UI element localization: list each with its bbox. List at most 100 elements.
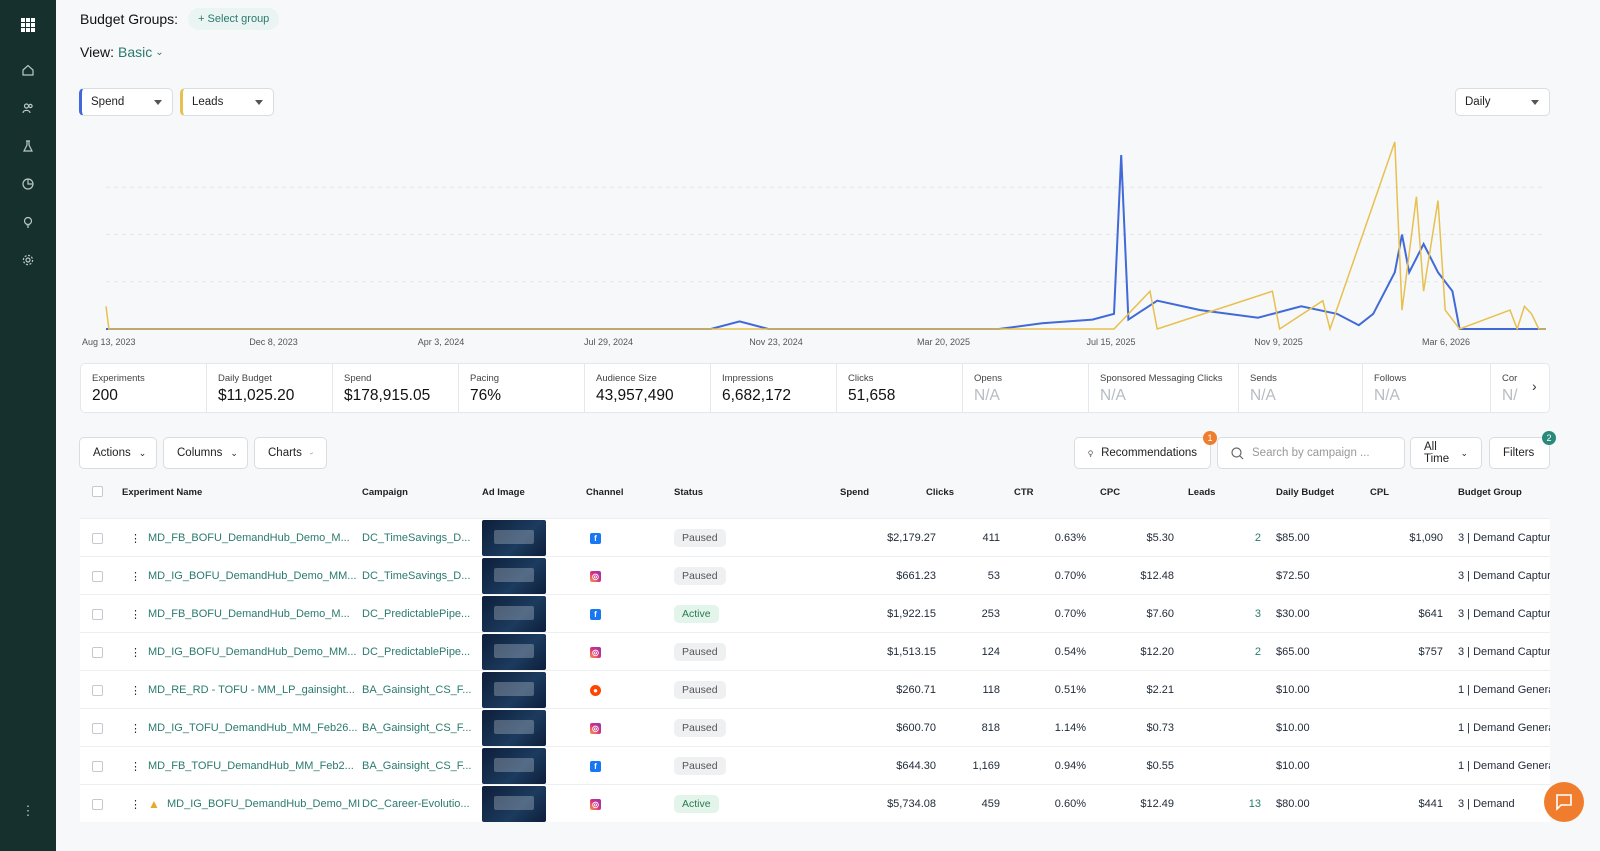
column-header[interactable]: Ad Image	[482, 487, 525, 498]
row-menu-icon[interactable]: ⋮	[130, 760, 140, 773]
column-header[interactable]: CPL	[1370, 487, 1389, 498]
column-header[interactable]: Campaign	[362, 487, 408, 498]
row-checkbox[interactable]	[92, 532, 103, 544]
experiment-name[interactable]: MD_IG_BOFU_DemandHub_Demo_MM...	[148, 646, 357, 658]
experiment-name[interactable]: MD_RE_RD - TOFU - MM_LP_gainsight...	[148, 684, 355, 696]
row-menu-icon[interactable]: ⋮	[130, 684, 140, 697]
row-checkbox[interactable]	[92, 798, 103, 810]
campaign-name[interactable]: DC_TimeSavings_D...	[362, 570, 471, 582]
ad-thumbnail[interactable]	[482, 748, 546, 784]
cell-leads[interactable]: 2	[1254, 646, 1261, 658]
ad-image[interactable]	[482, 747, 552, 785]
campaign-name[interactable]: BA_Gainsight_CS_F...	[362, 722, 472, 734]
table-row[interactable]: ⋮ MD_IG_BOFU_DemandHub_Demo_MM... DC_TimeS…	[80, 556, 1550, 594]
campaign-name[interactable]: BA_Gainsight_CS_F...	[362, 684, 472, 696]
charts-button[interactable]: Charts	[254, 437, 327, 469]
table-row[interactable]: ⋮ MD_FB_BOFU_DemandHub_Demo_M... DC_TimeSa…	[80, 518, 1550, 556]
column-header[interactable]: Experiment Name	[122, 487, 203, 498]
table-row[interactable]: ⋮ MD_RE_RD - TOFU - MM_LP_gainsight... BA_…	[80, 670, 1550, 708]
row-menu-icon[interactable]: ⋮	[130, 646, 140, 659]
chat-button[interactable]	[1544, 782, 1584, 822]
column-header[interactable]: Channel	[586, 487, 624, 498]
ad-thumbnail[interactable]	[482, 596, 546, 632]
metric1-dropdown[interactable]: Spend	[79, 88, 173, 116]
cell-leads[interactable]: 3	[1254, 608, 1261, 620]
metric2-dropdown[interactable]: Leads	[180, 88, 274, 116]
campaign-name[interactable]: DC_TimeSavings_D...	[362, 532, 471, 544]
select-all-checkbox[interactable]	[92, 486, 103, 497]
ad-thumbnail[interactable]	[482, 558, 546, 594]
ad-image[interactable]	[482, 671, 552, 709]
search-input[interactable]: Search by campaign ...	[1217, 437, 1405, 469]
campaign-name[interactable]: DC_PredictablePipe...	[362, 608, 471, 620]
chevron-right-icon[interactable]: ›	[1532, 378, 1537, 394]
columns-button[interactable]: Columns ⌄	[163, 437, 248, 469]
table-row[interactable]: ⋮ ▲ MD_IG_BOFU_DemandHub_Demo_MI DC_Career-…	[80, 784, 1550, 822]
column-header[interactable]: CPC	[1100, 487, 1121, 498]
lightbulb-icon[interactable]	[17, 211, 39, 233]
row-checkbox[interactable]	[92, 760, 103, 772]
ad-thumbnail[interactable]	[482, 520, 546, 556]
column-header[interactable]: Budget Group	[1458, 487, 1522, 498]
recommendations-button[interactable]: Recommendations	[1074, 437, 1211, 469]
experiment-name[interactable]: MD_IG_TOFU_DemandHub_MM_Feb26...	[148, 722, 358, 734]
ad-image[interactable]	[482, 557, 552, 595]
ad-image[interactable]	[482, 519, 552, 557]
filters-button[interactable]: Filters	[1489, 437, 1550, 469]
campaign-name[interactable]: BA_Gainsight_CS_F...	[362, 760, 472, 772]
experiment-name[interactable]: MD_IG_BOFU_DemandHub_Demo_MI	[167, 798, 361, 810]
column-header[interactable]: Spend	[840, 487, 870, 498]
row-checkbox[interactable]	[92, 684, 103, 696]
ad-thumbnail[interactable]	[482, 786, 546, 822]
experiment-name[interactable]: MD_FB_BOFU_DemandHub_Demo_M...	[148, 608, 350, 620]
campaign-name[interactable]: DC_Career-Evolutio...	[362, 798, 470, 810]
select-group-button[interactable]: + Select group	[188, 8, 280, 30]
view-value[interactable]: Basic	[117, 44, 153, 60]
users-icon[interactable]	[17, 97, 39, 119]
row-checkbox[interactable]	[92, 722, 103, 734]
table-row[interactable]: ⋮ MD_FB_TOFU_DemandHub_MM_Feb2... BA_Gains…	[80, 746, 1550, 784]
row-checkbox[interactable]	[92, 570, 103, 582]
row-menu-icon[interactable]: ⋮	[130, 532, 140, 545]
column-header[interactable]: CTR	[1014, 487, 1034, 498]
cell-leads[interactable]: 13	[1248, 798, 1261, 810]
cell-leads[interactable]: 2	[1254, 532, 1261, 544]
ad-thumbnail[interactable]	[482, 710, 546, 746]
column-header[interactable]: Leads	[1188, 487, 1216, 498]
cell-leads[interactable]	[1188, 671, 1261, 709]
gear-icon[interactable]	[17, 249, 39, 271]
row-menu-icon[interactable]: ⋮	[130, 722, 140, 735]
cell-leads[interactable]	[1188, 747, 1261, 785]
ad-thumbnail[interactable]	[482, 672, 546, 708]
campaign-name[interactable]: DC_PredictablePipe...	[362, 646, 471, 658]
experiment-name[interactable]: MD_FB_BOFU_DemandHub_Demo_M...	[148, 532, 350, 544]
experiment-name[interactable]: MD_IG_BOFU_DemandHub_Demo_MM...	[148, 570, 357, 582]
column-header[interactable]: Status	[674, 487, 704, 498]
ad-image[interactable]	[482, 595, 552, 633]
interval-dropdown[interactable]: Daily	[1455, 88, 1550, 116]
table-row[interactable]: ⋮ MD_FB_BOFU_DemandHub_Demo_M... DC_Predic…	[80, 594, 1550, 632]
ad-image[interactable]	[482, 709, 552, 747]
row-menu-icon[interactable]: ⋮	[130, 798, 140, 811]
table-row[interactable]: ⋮ MD_IG_TOFU_DemandHub_MM_Feb26... BA_Gain…	[80, 708, 1550, 746]
pie-chart-icon[interactable]	[17, 173, 39, 195]
flask-icon[interactable]	[17, 135, 39, 157]
ad-image[interactable]	[482, 785, 552, 823]
time-range-dropdown[interactable]: All Time ⌄	[1410, 437, 1482, 469]
row-menu-icon[interactable]: ⋮	[130, 608, 140, 621]
more-icon[interactable]: ⋮	[21, 803, 35, 818]
table-row[interactable]: ⋮ MD_IG_BOFU_DemandHub_Demo_MM... DC_Predi…	[80, 632, 1550, 670]
experiment-name[interactable]: MD_FB_TOFU_DemandHub_MM_Feb2...	[148, 760, 354, 772]
view-selector[interactable]: View: Basic ⌄	[80, 44, 164, 60]
row-checkbox[interactable]	[92, 608, 103, 620]
actions-button[interactable]: Actions ⌄	[79, 437, 157, 469]
column-header[interactable]: Daily Budget	[1276, 487, 1335, 498]
apps-grid-icon[interactable]	[17, 14, 39, 36]
cell-leads[interactable]	[1188, 709, 1261, 747]
ad-image[interactable]	[482, 633, 552, 671]
row-checkbox[interactable]	[92, 646, 103, 658]
cell-leads[interactable]	[1188, 557, 1261, 595]
home-icon[interactable]	[17, 59, 39, 81]
row-menu-icon[interactable]: ⋮	[130, 570, 140, 583]
ad-thumbnail[interactable]	[482, 634, 546, 670]
